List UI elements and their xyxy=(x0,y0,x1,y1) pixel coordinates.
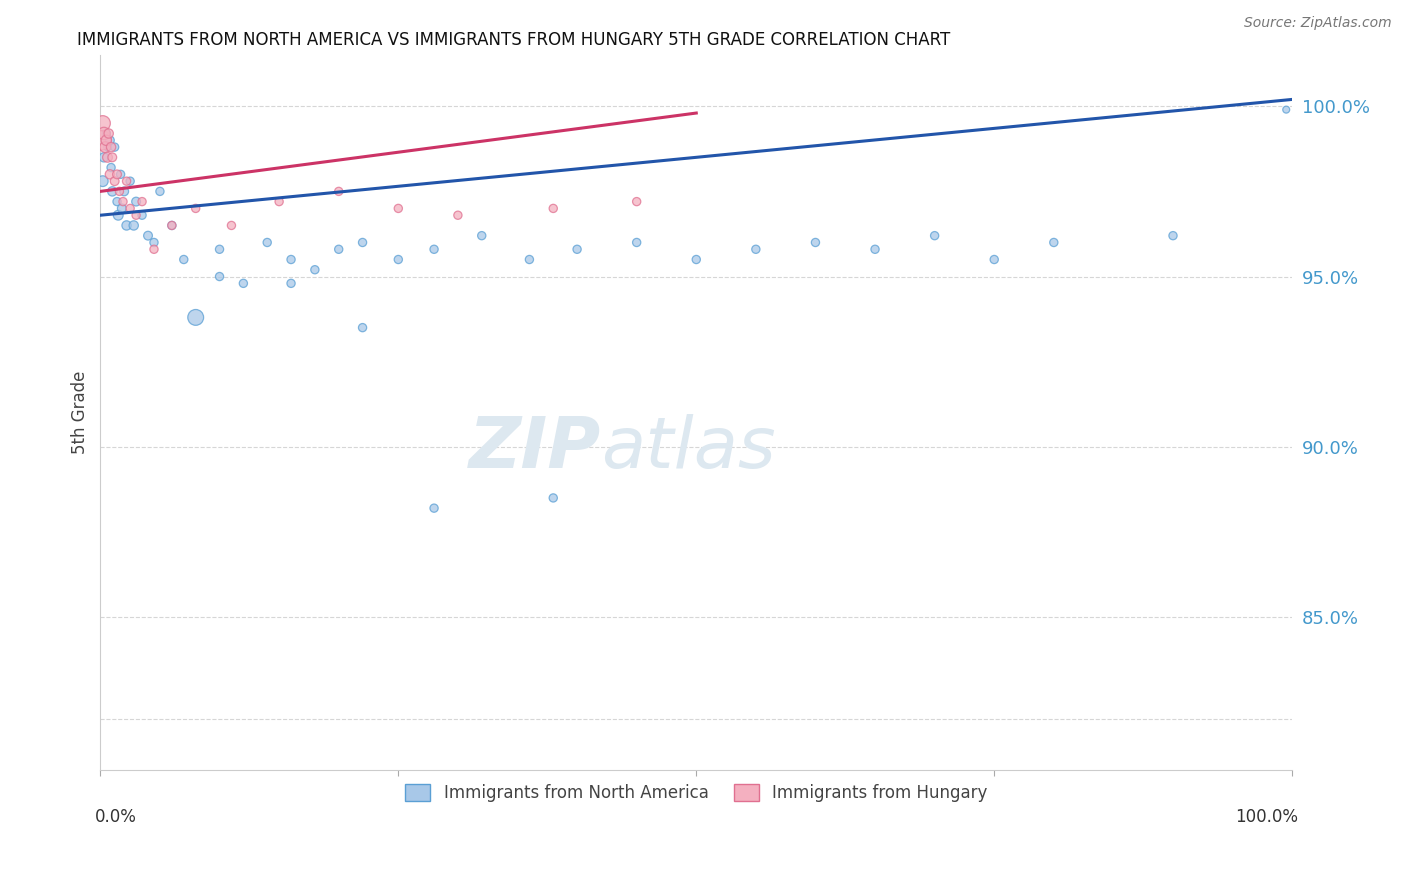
Point xyxy=(98,167,121,181)
Point xyxy=(125,208,148,222)
Point xyxy=(131,208,153,222)
Point xyxy=(423,501,446,516)
Point xyxy=(304,262,326,277)
Point xyxy=(184,310,207,325)
Point xyxy=(280,252,302,267)
Point xyxy=(97,127,120,141)
Point xyxy=(108,185,131,199)
Text: IMMIGRANTS FROM NORTH AMERICA VS IMMIGRANTS FROM HUNGARY 5TH GRADE CORRELATION C: IMMIGRANTS FROM NORTH AMERICA VS IMMIGRA… xyxy=(77,31,950,49)
Point xyxy=(221,219,243,233)
Point xyxy=(91,174,114,188)
Point xyxy=(111,202,134,216)
Point xyxy=(208,242,231,256)
Point xyxy=(160,219,183,233)
Point xyxy=(269,194,291,209)
Point xyxy=(804,235,827,250)
Point xyxy=(120,174,142,188)
Point xyxy=(112,185,135,199)
Point xyxy=(565,242,588,256)
Text: 0.0%: 0.0% xyxy=(94,807,136,825)
Point xyxy=(101,185,124,199)
Text: Source: ZipAtlas.com: Source: ZipAtlas.com xyxy=(1244,16,1392,29)
Point xyxy=(1043,235,1066,250)
Point xyxy=(328,185,350,199)
Point xyxy=(184,202,207,216)
Point xyxy=(328,242,350,256)
Point xyxy=(471,228,494,243)
Point xyxy=(541,491,564,505)
Point xyxy=(423,242,446,256)
Point xyxy=(447,208,470,222)
Point xyxy=(96,127,118,141)
Point xyxy=(105,167,128,181)
Point xyxy=(104,140,127,154)
Point xyxy=(111,194,134,209)
Point xyxy=(745,242,768,256)
Point xyxy=(924,228,946,243)
Point xyxy=(352,320,374,334)
Text: atlas: atlas xyxy=(600,414,776,483)
Point xyxy=(352,235,374,250)
Point xyxy=(131,194,153,209)
Point xyxy=(100,161,122,175)
Legend: Immigrants from North America, Immigrants from Hungary: Immigrants from North America, Immigrant… xyxy=(399,777,994,808)
Point xyxy=(90,133,112,147)
Point xyxy=(519,252,541,267)
Point xyxy=(98,133,121,147)
Point xyxy=(160,219,183,233)
Point xyxy=(93,150,115,164)
Point xyxy=(983,252,1005,267)
Point xyxy=(101,150,124,164)
Point xyxy=(107,208,129,222)
Point xyxy=(1161,228,1184,243)
Point xyxy=(110,167,132,181)
Point xyxy=(685,252,707,267)
Point xyxy=(91,116,114,130)
Point xyxy=(256,235,278,250)
Point xyxy=(541,202,564,216)
Y-axis label: 5th Grade: 5th Grade xyxy=(72,371,89,454)
Point xyxy=(149,185,172,199)
Point xyxy=(125,194,148,209)
Text: ZIP: ZIP xyxy=(468,414,600,483)
Point xyxy=(105,194,128,209)
Point xyxy=(280,277,302,291)
Point xyxy=(136,228,159,243)
Point xyxy=(115,219,138,233)
Point xyxy=(96,150,118,164)
Text: 100.0%: 100.0% xyxy=(1234,807,1298,825)
Point xyxy=(626,194,648,209)
Point xyxy=(115,174,138,188)
Point xyxy=(94,140,117,154)
Point xyxy=(626,235,648,250)
Point xyxy=(173,252,195,267)
Point xyxy=(143,235,166,250)
Point xyxy=(96,133,118,147)
Point xyxy=(93,127,115,141)
Point xyxy=(863,242,886,256)
Point xyxy=(208,269,231,284)
Point xyxy=(100,140,122,154)
Point xyxy=(232,277,254,291)
Point xyxy=(387,252,409,267)
Point xyxy=(96,140,118,154)
Point xyxy=(104,174,127,188)
Point xyxy=(387,202,409,216)
Point xyxy=(120,202,142,216)
Point xyxy=(1275,103,1298,117)
Point xyxy=(122,219,145,233)
Point xyxy=(143,242,166,256)
